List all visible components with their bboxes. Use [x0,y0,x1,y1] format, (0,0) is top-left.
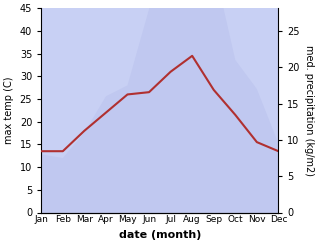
Y-axis label: med. precipitation (kg/m2): med. precipitation (kg/m2) [304,45,314,176]
X-axis label: date (month): date (month) [119,230,201,240]
Y-axis label: max temp (C): max temp (C) [4,77,14,144]
